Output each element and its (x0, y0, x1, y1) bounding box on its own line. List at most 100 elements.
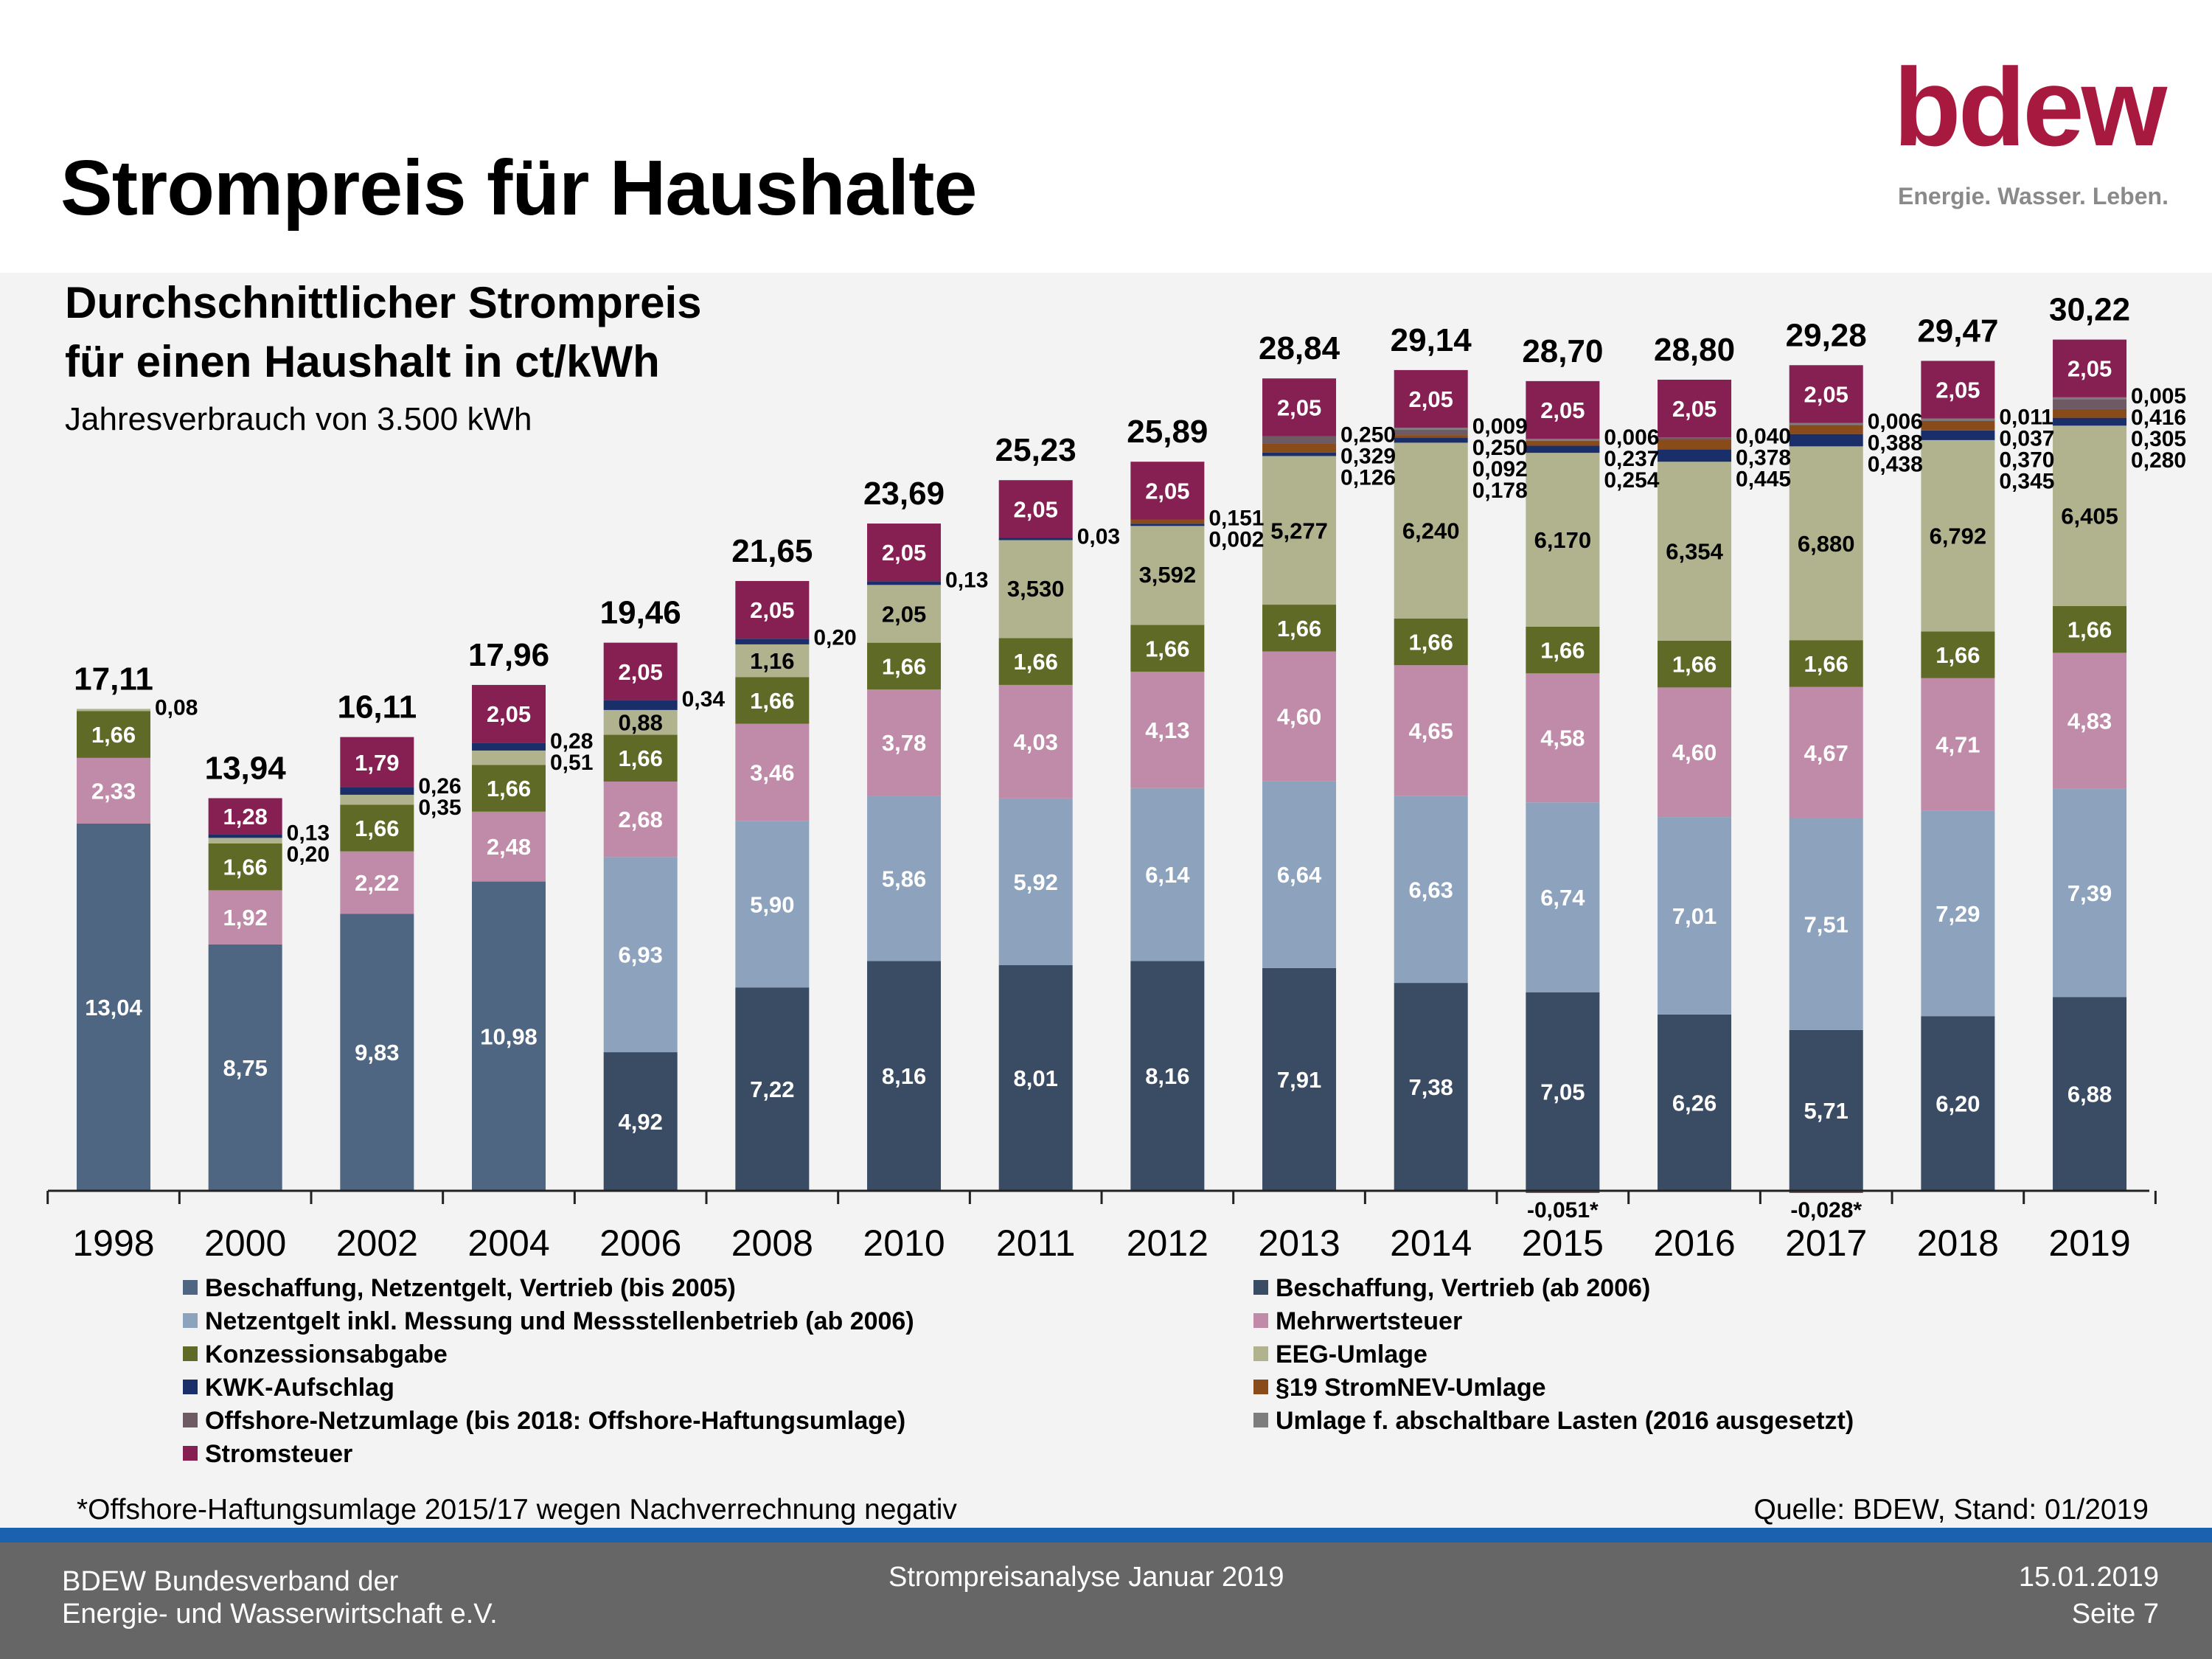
bar-label-beschaffung-2012: 8,16 (1145, 1063, 1189, 1089)
bar-segment-beschaffung_alt-2000 (208, 944, 282, 1191)
bar-label-netz-2010: 5,86 (882, 866, 926, 891)
bar-segment-beschaffung-2018 (1921, 1016, 1995, 1191)
bar-label-kwk-2015: 0,254 (1604, 468, 1659, 493)
bar-label-p19-2012: 0,151 (1208, 507, 1264, 531)
bar-label-eeg-2004: 0,51 (550, 751, 593, 775)
legend-swatch-offshore (183, 1413, 198, 1427)
bar-label-mwst-2017: 4,67 (1804, 740, 1848, 766)
bar-label-ka-2016: 1,66 (1672, 652, 1717, 678)
bar-segment-abl-2019 (2053, 397, 2127, 400)
bar-segment-kwk-2002 (340, 787, 414, 795)
bar-label-netz-2012: 6,14 (1145, 862, 1190, 888)
footer-center-text: Strompreisanalyse Januar 2019 (888, 1562, 1284, 1593)
bar-segment-eeg-2013 (1262, 456, 1337, 605)
bar-segment-stromsteuer-2004 (472, 684, 546, 743)
bar-label-p19-2013: 0,329 (1340, 445, 1396, 469)
bar-label-netz-2008: 5,90 (750, 892, 794, 918)
bar-label-eeg-2018: 6,792 (1930, 524, 1987, 549)
bar-segment-kwk-2014 (1394, 437, 1468, 443)
bar-label-beschaffung-2015: 7,05 (1540, 1079, 1585, 1105)
bar-segment-mwst-2017 (1789, 686, 1863, 818)
bar-total-2017: 29,28 (1786, 317, 1867, 353)
bar-label-stromsteuer-2004: 2,05 (487, 701, 531, 727)
bar-label-ka-1998: 1,66 (91, 722, 136, 748)
bar-label-beschaffung-2008: 7,22 (750, 1077, 794, 1102)
bar-segment-netz-2010 (867, 796, 942, 961)
bar-segment-kwk-2017 (1789, 434, 1863, 447)
bar-label-ka-2014: 1,66 (1409, 629, 1453, 655)
bar-segment-kwk-2018 (1921, 430, 1995, 440)
legend-label-kwk: KWK-Aufschlag (205, 1374, 394, 1402)
bar-label-stromsteuer-2015: 2,05 (1540, 397, 1585, 423)
bar-segment-ka-2014 (1394, 618, 1468, 666)
bar-label-stromsteuer-2010: 2,05 (882, 540, 926, 566)
footer (0, 1543, 2212, 1659)
bar-total-2008: 21,65 (731, 533, 813, 569)
bar-label-eeg-2017: 6,880 (1798, 531, 1855, 557)
x-tick-label-2004: 2004 (467, 1222, 549, 1264)
bar-label-ka-2015: 1,66 (1540, 638, 1585, 664)
bar-label-mwst-2016: 4,60 (1672, 740, 1717, 765)
bar-total-2004: 17,96 (468, 637, 549, 673)
legend-swatch-eeg (1253, 1346, 1268, 1361)
bar-label-beschaffung-2014: 7,38 (1409, 1074, 1453, 1100)
bar-segment-p19-2014 (1394, 435, 1468, 438)
bar-label-kwk-2010: 0,13 (945, 568, 988, 592)
bar-label-kwk-2002: 0,26 (418, 774, 461, 799)
bar-segment-ka-2011 (998, 638, 1073, 685)
bar-segment-kwk-2016 (1658, 449, 1732, 462)
bar-label-netz-2016: 7,01 (1672, 903, 1717, 929)
bar-segment-ka-2015 (1526, 626, 1600, 674)
bar-label-beschaffung_alt-2000: 8,75 (223, 1055, 267, 1081)
bar-segment-mwst-2015 (1526, 673, 1600, 803)
bar-label-mwst-2012: 4,13 (1145, 717, 1189, 743)
bar-label-mwst-2010: 3,78 (882, 730, 926, 756)
bar-label-eeg-2000: 0,20 (287, 842, 330, 866)
bar-segment-beschaffung_alt-2002 (340, 914, 414, 1191)
bar-segment-netz-2019 (2053, 788, 2127, 998)
legend-swatch-ka (183, 1346, 198, 1361)
bar-label-kwk-2017: 0,438 (1868, 453, 1923, 477)
legend-label-offshore: Offshore-Netzumlage (bis 2018: Offshore-… (205, 1407, 906, 1435)
bar-segment-beschaffung-2015 (1526, 992, 1600, 1191)
legend-swatch-beschaffung (1253, 1280, 1268, 1295)
bar-segment-stromsteuer-2000 (208, 798, 282, 835)
bar-total-2011: 25,23 (995, 432, 1077, 468)
bar-segment-eeg-2017 (1789, 446, 1863, 641)
bar-segment-eeg-2004 (472, 750, 546, 765)
bar-total-2015: 28,70 (1522, 333, 1603, 369)
bar-label-kwk-2019: 0,280 (2131, 448, 2186, 473)
bar-label-ka-2019: 1,66 (2067, 617, 2112, 643)
bar-segment-eeg-2015 (1526, 453, 1600, 627)
bar-label-ka-2010: 1,66 (882, 653, 926, 679)
x-tick-label-2011: 2011 (996, 1222, 1076, 1264)
bar-label-ka-2008: 1,66 (750, 688, 794, 714)
bar-segment-kwk-2013 (1262, 452, 1337, 456)
bar-label-stromsteuer-2011: 2,05 (1014, 496, 1058, 522)
bar-segment-mwst-2013 (1262, 651, 1337, 782)
legend-swatch-stromsteuer (183, 1446, 198, 1461)
bar-label-stromsteuer-2016: 2,05 (1672, 396, 1717, 422)
bar-segment-abl-2018 (1921, 418, 1995, 421)
bar-label-mwst-2015: 4,58 (1540, 726, 1585, 751)
bar-segment-stromsteuer-2018 (1921, 361, 1995, 419)
bar-label-stromsteuer-2000: 1,28 (223, 804, 267, 830)
bar-segment-eeg-2014 (1394, 442, 1468, 619)
bar-total-2016: 28,80 (1654, 332, 1735, 368)
bar-segment-netz-2013 (1262, 781, 1337, 968)
bar-segment-p19-2016 (1658, 438, 1732, 450)
bar-segment-mwst-2011 (998, 684, 1073, 799)
bar-segment-beschaffung-2013 (1262, 967, 1337, 1191)
bar-segment-stromsteuer-2013 (1262, 378, 1337, 437)
bar-segment-beschaffung-2008 (735, 987, 810, 1191)
bar-label-netz-2017: 7,51 (1804, 911, 1848, 937)
x-tick-label-2000: 2000 (204, 1222, 286, 1264)
bar-label-mwst-2019: 4,83 (2067, 709, 2112, 734)
x-tick-label-2013: 2013 (1258, 1222, 1340, 1264)
bar-label-ka-2018: 1,66 (1935, 642, 1980, 668)
chart-subtitle-line1: Durchschnittlicher Strompreis (65, 278, 702, 327)
bar-label-p19-2017: 0,388 (1868, 431, 1923, 456)
x-tick-label-1998: 1998 (72, 1222, 154, 1264)
